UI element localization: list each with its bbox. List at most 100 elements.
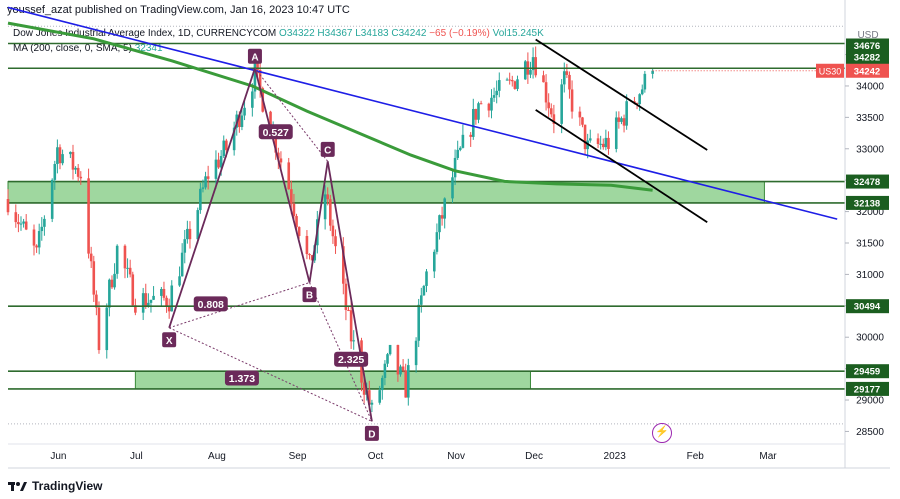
candle-body	[607, 137, 610, 149]
candle-body	[225, 140, 228, 151]
y-tick-label: 28500	[856, 427, 884, 438]
pattern-point-label-bg	[364, 425, 379, 441]
candle-body	[583, 124, 587, 150]
candle-body	[219, 156, 223, 168]
candle-body	[443, 198, 446, 219]
candle-body	[531, 57, 535, 71]
x-tick-label: Aug	[208, 451, 226, 462]
candle-body	[196, 210, 200, 240]
tradingview-logo-icon	[8, 482, 27, 491]
ma-label: MA (200, close, 0, SMA, 5)	[13, 43, 132, 54]
pattern-leg	[168, 68, 256, 329]
candle-body	[401, 366, 405, 371]
candle-body	[560, 84, 563, 124]
candle-body	[588, 138, 592, 141]
candle-body	[414, 340, 418, 366]
x-tick-label: Oct	[368, 451, 384, 462]
candle-body	[620, 118, 623, 122]
footer-brand: TradingView	[32, 479, 103, 493]
candle-body	[516, 79, 519, 89]
candle-body	[160, 288, 163, 296]
ma-value: 32341	[134, 43, 163, 54]
high-value: H34367	[317, 28, 353, 39]
candle-body	[14, 212, 18, 223]
candle-body	[295, 216, 298, 228]
candle-body	[596, 138, 600, 144]
candle-body	[604, 137, 608, 148]
candle-body	[479, 103, 483, 105]
y-tick-label: 33500	[856, 113, 884, 124]
ratio-label-bg	[193, 296, 228, 312]
candle-body	[222, 140, 226, 157]
level-label-bg	[846, 50, 889, 65]
candle-body	[126, 267, 129, 269]
candle-body	[214, 159, 218, 179]
candle-body	[399, 366, 402, 375]
candle-body	[19, 223, 23, 225]
candle-body	[453, 157, 457, 178]
x-tick-label: 2023	[604, 451, 627, 462]
candle-body	[180, 252, 184, 277]
level-label: 32138	[854, 198, 880, 209]
candle-body	[614, 117, 618, 149]
candle-body	[22, 221, 25, 224]
candle-body	[568, 74, 571, 90]
y-tick-label: 32000	[856, 207, 884, 218]
candle-body	[105, 307, 109, 351]
candle-body	[61, 154, 64, 164]
candle-body	[308, 254, 311, 256]
candle-body	[240, 115, 244, 128]
candle-body	[323, 194, 327, 220]
level-label-bg	[846, 381, 889, 396]
candle-body	[50, 179, 54, 219]
candle-body	[383, 363, 387, 378]
candle-body	[134, 305, 137, 313]
candle-body	[113, 273, 116, 288]
candle-body	[269, 111, 272, 136]
pattern-point-label-bg	[162, 332, 177, 348]
candle-body	[108, 279, 111, 308]
candle-body	[425, 271, 428, 286]
symbol-name: Dow Jones Industrial Average Index, 1D, …	[13, 28, 277, 39]
candle-body	[617, 117, 621, 122]
ma-legend: MA (200, close, 0, SMA, 5) 32341	[13, 43, 163, 54]
candle-body	[542, 75, 545, 83]
candle-body	[110, 279, 114, 288]
candle-body	[404, 370, 408, 398]
candle-body	[170, 285, 174, 312]
level-label: 32478	[854, 177, 880, 188]
pattern-leg	[254, 68, 311, 283]
candle-body	[432, 251, 436, 272]
lightning-icon[interactable]: ⚡	[652, 423, 672, 443]
candle-body	[115, 245, 119, 274]
candle-body	[123, 245, 127, 269]
ratio-label: 1.373	[229, 373, 255, 385]
grid-layer	[8, 25, 845, 425]
candle-body	[253, 62, 257, 92]
y-tick-label: 30000	[856, 333, 884, 344]
candle-body	[643, 73, 647, 90]
candle-body	[635, 103, 639, 105]
candle-body	[474, 109, 478, 120]
candle-body	[162, 288, 166, 298]
candle-body	[238, 114, 241, 128]
candle-body	[17, 222, 20, 225]
candle-body	[562, 71, 566, 85]
level-label: 34676	[854, 41, 880, 52]
level-label: 30494	[854, 302, 881, 313]
pattern-leg	[326, 161, 373, 422]
candle-body	[417, 304, 421, 341]
open-value: O34322	[279, 28, 315, 39]
pattern-point-label: X	[166, 336, 173, 347]
candle-body	[69, 151, 72, 155]
candle-body	[396, 344, 400, 375]
close-value: C34242	[391, 28, 427, 39]
x-tick-label: Jul	[130, 451, 143, 462]
candle-body	[378, 390, 382, 403]
candle-body	[274, 131, 278, 153]
channel-line	[535, 109, 708, 224]
pattern-point-label: C	[324, 145, 331, 156]
candle-body	[152, 295, 155, 300]
candle-body	[43, 218, 46, 227]
